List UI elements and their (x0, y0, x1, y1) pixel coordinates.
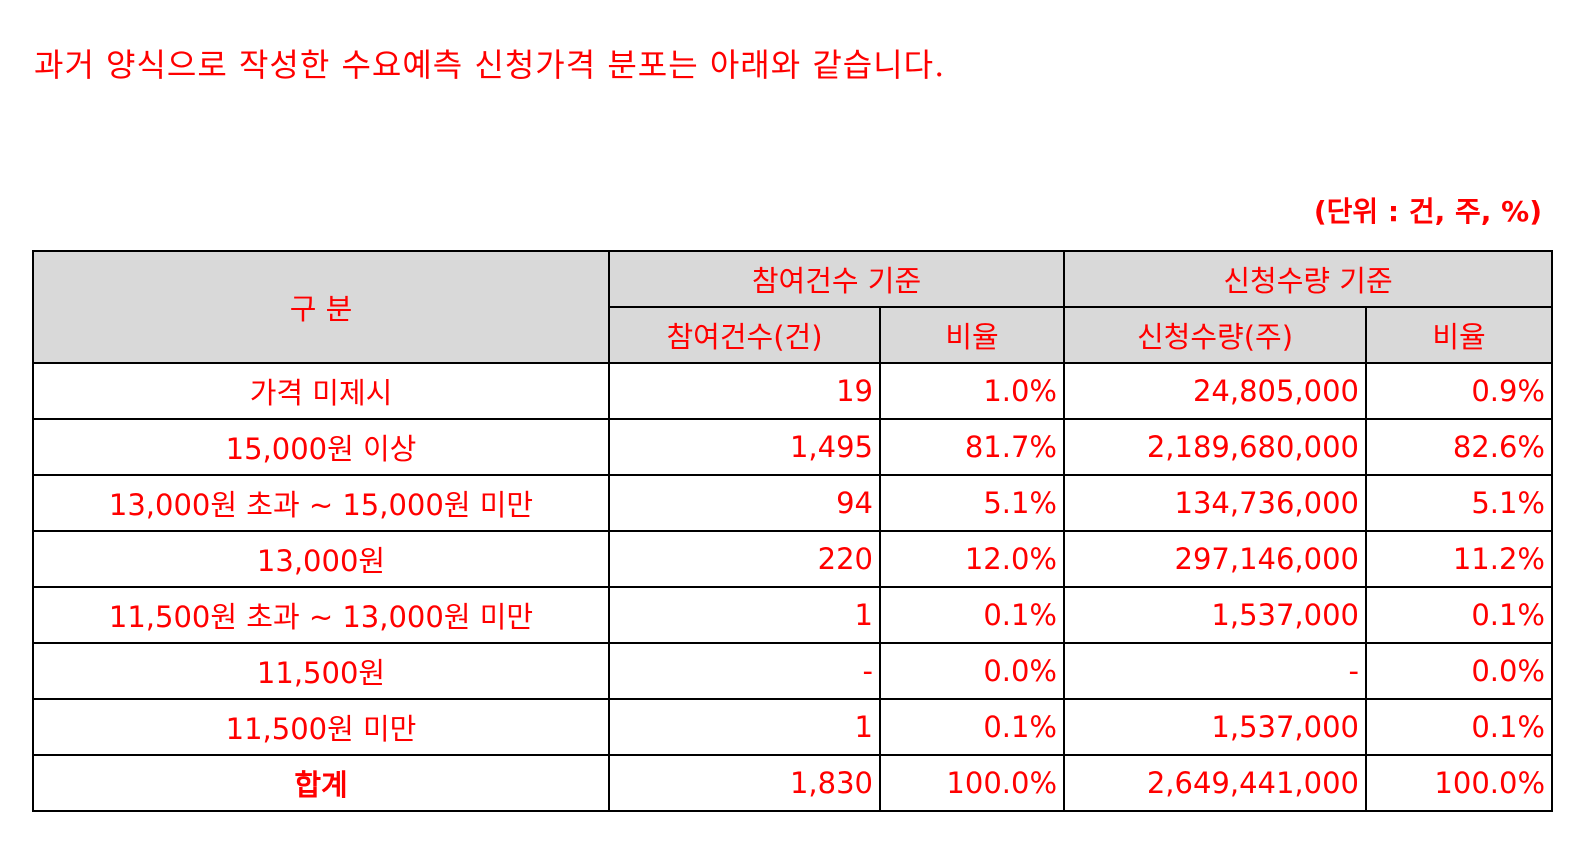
table-row: 가격 미제시 19 1.0% 24,805,000 0.9% (32, 362, 1553, 420)
row-quantity-ratio: 11.2% (1365, 530, 1553, 588)
row-count-ratio: 12.0% (879, 530, 1065, 588)
header-group-count: 참여건수 기준 (608, 250, 1065, 308)
row-quantity-ratio: 0.9% (1365, 362, 1553, 420)
header-quantity-ratio: 비율 (1365, 306, 1553, 364)
row-quantity: 24,805,000 (1063, 362, 1367, 420)
row-quantity: 297,146,000 (1063, 530, 1367, 588)
header-row-sub: 참여건수(건) 비율 신청수량(주) 비율 (33, 306, 1553, 364)
row-label: 11,500원 (32, 642, 610, 700)
row-label: 가격 미제시 (32, 362, 610, 420)
row-count: 19 (608, 362, 881, 420)
row-quantity: - (1063, 642, 1367, 700)
unit-note: (단위 : 건, 주, %) (1313, 195, 1542, 228)
header-group-quantity: 신청수량 기준 (1063, 250, 1553, 308)
row-count-ratio: 1.0% (879, 362, 1065, 420)
row-count-ratio: 0.1% (879, 586, 1065, 644)
row-quantity-ratio: 0.1% (1365, 698, 1553, 756)
row-count-ratio: 0.1% (879, 698, 1065, 756)
header-category: 구 분 (32, 250, 610, 364)
total-row: 합계 1,830 100.0% 2,649,441,000 100.0% (32, 754, 1553, 812)
row-count-ratio: 81.7% (879, 418, 1065, 476)
table-row: 13,000원 초과 ~ 15,000원 미만 94 5.1% 134,736,… (32, 474, 1553, 532)
intro-text: 과거 양식으로 작성한 수요예측 신청가격 분포는 아래와 같습니다. (34, 46, 946, 84)
row-quantity-ratio: 0.1% (1365, 586, 1553, 644)
row-label: 15,000원 이상 (32, 418, 610, 476)
header-quantity: 신청수량(주) (1063, 306, 1367, 364)
row-label: 13,000원 초과 ~ 15,000원 미만 (32, 474, 610, 532)
row-count-ratio: 5.1% (879, 474, 1065, 532)
row-label: 11,500원 초과 ~ 13,000원 미만 (32, 586, 610, 644)
total-label: 합계 (32, 754, 610, 812)
price-distribution-table: 구 분 참여건수 기준 신청수량 기준 참여건수(건) 비율 신청수량(주) 비… (32, 250, 1553, 812)
row-count-ratio: 0.0% (879, 642, 1065, 700)
table-row: 11,500원 - 0.0% - 0.0% (32, 642, 1553, 700)
row-label: 13,000원 (32, 530, 610, 588)
row-quantity: 1,537,000 (1063, 698, 1367, 756)
table-row: 15,000원 이상 1,495 81.7% 2,189,680,000 82.… (32, 418, 1553, 476)
table-row: 13,000원 220 12.0% 297,146,000 11.2% (32, 530, 1553, 588)
row-count: 1 (608, 586, 881, 644)
row-count: - (608, 642, 881, 700)
row-count: 94 (608, 474, 881, 532)
row-quantity-ratio: 82.6% (1365, 418, 1553, 476)
table-row: 11,500원 초과 ~ 13,000원 미만 1 0.1% 1,537,000… (32, 586, 1553, 644)
total-quantity: 2,649,441,000 (1063, 754, 1367, 812)
header-count-ratio: 비율 (879, 306, 1065, 364)
row-quantity-ratio: 0.0% (1365, 642, 1553, 700)
total-count-ratio: 100.0% (879, 754, 1065, 812)
table-row: 11,500원 미만 1 0.1% 1,537,000 0.1% (32, 698, 1553, 756)
row-count: 1 (608, 698, 881, 756)
total-count: 1,830 (608, 754, 881, 812)
row-quantity: 1,537,000 (1063, 586, 1367, 644)
total-quantity-ratio: 100.0% (1365, 754, 1553, 812)
row-label: 11,500원 미만 (32, 698, 610, 756)
header-row-group: 구 분 참여건수 기준 신청수량 기준 (32, 250, 1553, 364)
row-quantity: 134,736,000 (1063, 474, 1367, 532)
row-count: 220 (608, 530, 881, 588)
row-quantity: 2,189,680,000 (1063, 418, 1367, 476)
row-count: 1,495 (608, 418, 881, 476)
header-count: 참여건수(건) (608, 306, 881, 364)
row-quantity-ratio: 5.1% (1365, 474, 1553, 532)
